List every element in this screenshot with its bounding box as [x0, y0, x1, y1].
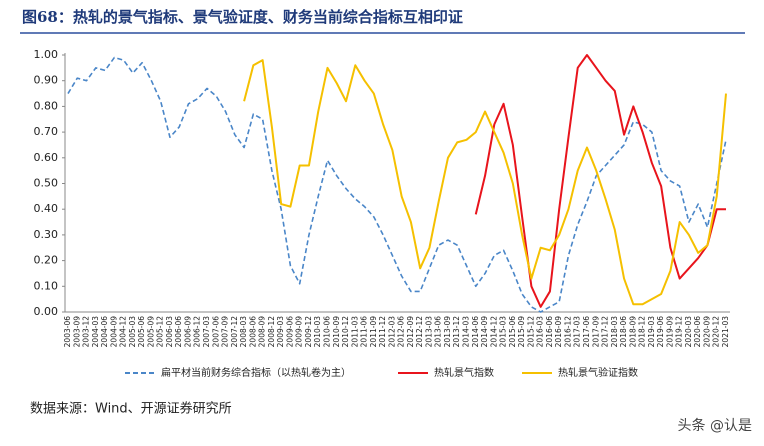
y-tick-label: 0.70	[34, 125, 59, 138]
x-tick-label: 2017-12	[601, 316, 610, 348]
x-tick-label: 2005-06	[137, 316, 146, 348]
x-tick-label: 2007-03	[202, 316, 211, 348]
x-tick-label: 2012-06	[397, 316, 406, 348]
x-tick-label: 2014-06	[471, 316, 480, 348]
x-tick-label: 2010-06	[322, 316, 331, 348]
x-tick-label: 2003-09	[72, 316, 81, 348]
x-tick-label: 2009-03	[276, 316, 285, 348]
x-tick-label: 2009-09	[295, 316, 304, 348]
watermark: 头条 @认是	[678, 417, 752, 434]
x-tick-label: 2007-06	[211, 316, 220, 348]
x-tick-label: 2020-09	[702, 316, 711, 348]
x-tick-label: 2018-09	[628, 316, 637, 348]
x-tick-label: 2013-03	[424, 316, 433, 348]
x-tick-label: 2010-09	[332, 316, 341, 348]
x-tick-label: 2016-12	[563, 316, 572, 348]
y-tick-label: 0.50	[34, 177, 59, 190]
y-tick-label: 0.60	[34, 151, 59, 164]
x-tick-label: 2007-09	[221, 316, 230, 348]
y-tick-label: 0.40	[34, 202, 59, 215]
source: 数据来源：Wind、开源证券研究所	[30, 401, 232, 417]
series-line	[474, 54, 726, 308]
x-tick-label: 2008-03	[239, 316, 248, 348]
x-tick-label: 2009-12	[304, 316, 313, 348]
chart-title: 图68：热轧的景气指标、景气验证度、财务当前综合指标互相印证	[22, 8, 463, 26]
x-tick-label: 2005-09	[146, 316, 155, 348]
x-tick-label: 2015-09	[517, 316, 526, 348]
x-tick-label: 2019-12	[675, 316, 684, 348]
x-tick-label: 2005-12	[156, 316, 165, 348]
x-tick-label: 2015-12	[526, 316, 535, 348]
x-tick-label: 2011-03	[350, 316, 359, 348]
x-tick-label: 2009-06	[285, 316, 294, 348]
x-tick-label: 2014-03	[462, 316, 471, 348]
x-tick-label: 2019-06	[656, 316, 665, 348]
x-tick-label: 2012-12	[415, 316, 424, 348]
x-tick-label: 2016-06	[545, 316, 554, 348]
x-tick-label: 2008-06	[248, 316, 257, 348]
x-tick-label: 2016-09	[554, 316, 563, 348]
x-tick-label: 2020-03	[684, 316, 693, 348]
x-tick-label: 2008-09	[258, 316, 267, 348]
x-tick-label: 2017-03	[573, 316, 582, 348]
x-tick-label: 2020-06	[693, 316, 702, 348]
x-tick-label: 2016-03	[536, 316, 545, 348]
x-tick-label: 2010-12	[341, 316, 350, 348]
legend-label: 热轧景气指数	[434, 366, 494, 379]
x-tick-label: 2017-09	[591, 316, 600, 348]
x-tick-label: 2015-06	[508, 316, 517, 348]
x-tick-label: 2006-09	[183, 316, 192, 348]
y-tick-label: 0.30	[34, 228, 59, 241]
y-tick-label: 0.80	[34, 99, 59, 112]
x-tick-label: 2013-09	[443, 316, 452, 348]
x-tick-label: 2015-03	[499, 316, 508, 348]
x-tick-label: 2004-06	[100, 316, 109, 348]
x-tick-label: 2012-09	[406, 316, 415, 348]
x-tick-label: 2008-12	[267, 316, 276, 348]
x-tick-label: 2004-03	[91, 316, 100, 348]
x-tick-label: 2013-12	[452, 316, 461, 348]
series-line	[67, 56, 727, 313]
y-tick-label: 0.10	[34, 279, 59, 292]
x-tick-label: 2006-06	[174, 316, 183, 348]
x-tick-label: 2011-09	[369, 316, 378, 348]
y-tick-label: 0.20	[34, 254, 59, 267]
x-tick-label: 2014-12	[489, 316, 498, 348]
x-tick-label: 2011-06	[360, 316, 369, 348]
y-tick-label: 0.00	[34, 305, 59, 318]
legend-label: 扁平材当前财务综合指标（以热轧卷为主）	[161, 366, 351, 379]
x-tick-label: 2018-03	[610, 316, 619, 348]
x-tick-label: 2019-09	[665, 316, 674, 348]
x-tick-label: 2007-12	[230, 316, 239, 348]
x-tick-label: 2012-03	[387, 316, 396, 348]
x-tick-label: 2017-06	[582, 316, 591, 348]
x-tick-label: 2014-09	[480, 316, 489, 348]
x-tick-label: 2019-03	[647, 316, 656, 348]
y-tick-label: 0.90	[34, 74, 59, 87]
x-tick-label: 2021-03	[721, 316, 730, 348]
x-tick-label: 2005-03	[128, 316, 137, 348]
x-tick-label: 2018-06	[619, 316, 628, 348]
x-tick-label: 2018-12	[638, 316, 647, 348]
x-tick-label: 2004-12	[119, 316, 128, 348]
x-tick-label: 2020-12	[712, 316, 721, 348]
x-tick-label: 2003-12	[82, 316, 91, 348]
y-tick-label: 1.00	[34, 48, 59, 61]
x-tick-label: 2004-09	[109, 316, 118, 348]
x-tick-label: 2010-03	[313, 316, 322, 348]
x-tick-label: 2011-12	[378, 316, 387, 348]
x-tick-label: 2006-12	[193, 316, 202, 348]
x-tick-label: 2013-06	[434, 316, 443, 348]
legend-label: 热轧景气验证指数	[558, 366, 638, 379]
series-line	[243, 59, 727, 306]
x-tick-label: 2003-06	[63, 316, 72, 348]
x-tick-label: 2006-03	[165, 316, 174, 348]
